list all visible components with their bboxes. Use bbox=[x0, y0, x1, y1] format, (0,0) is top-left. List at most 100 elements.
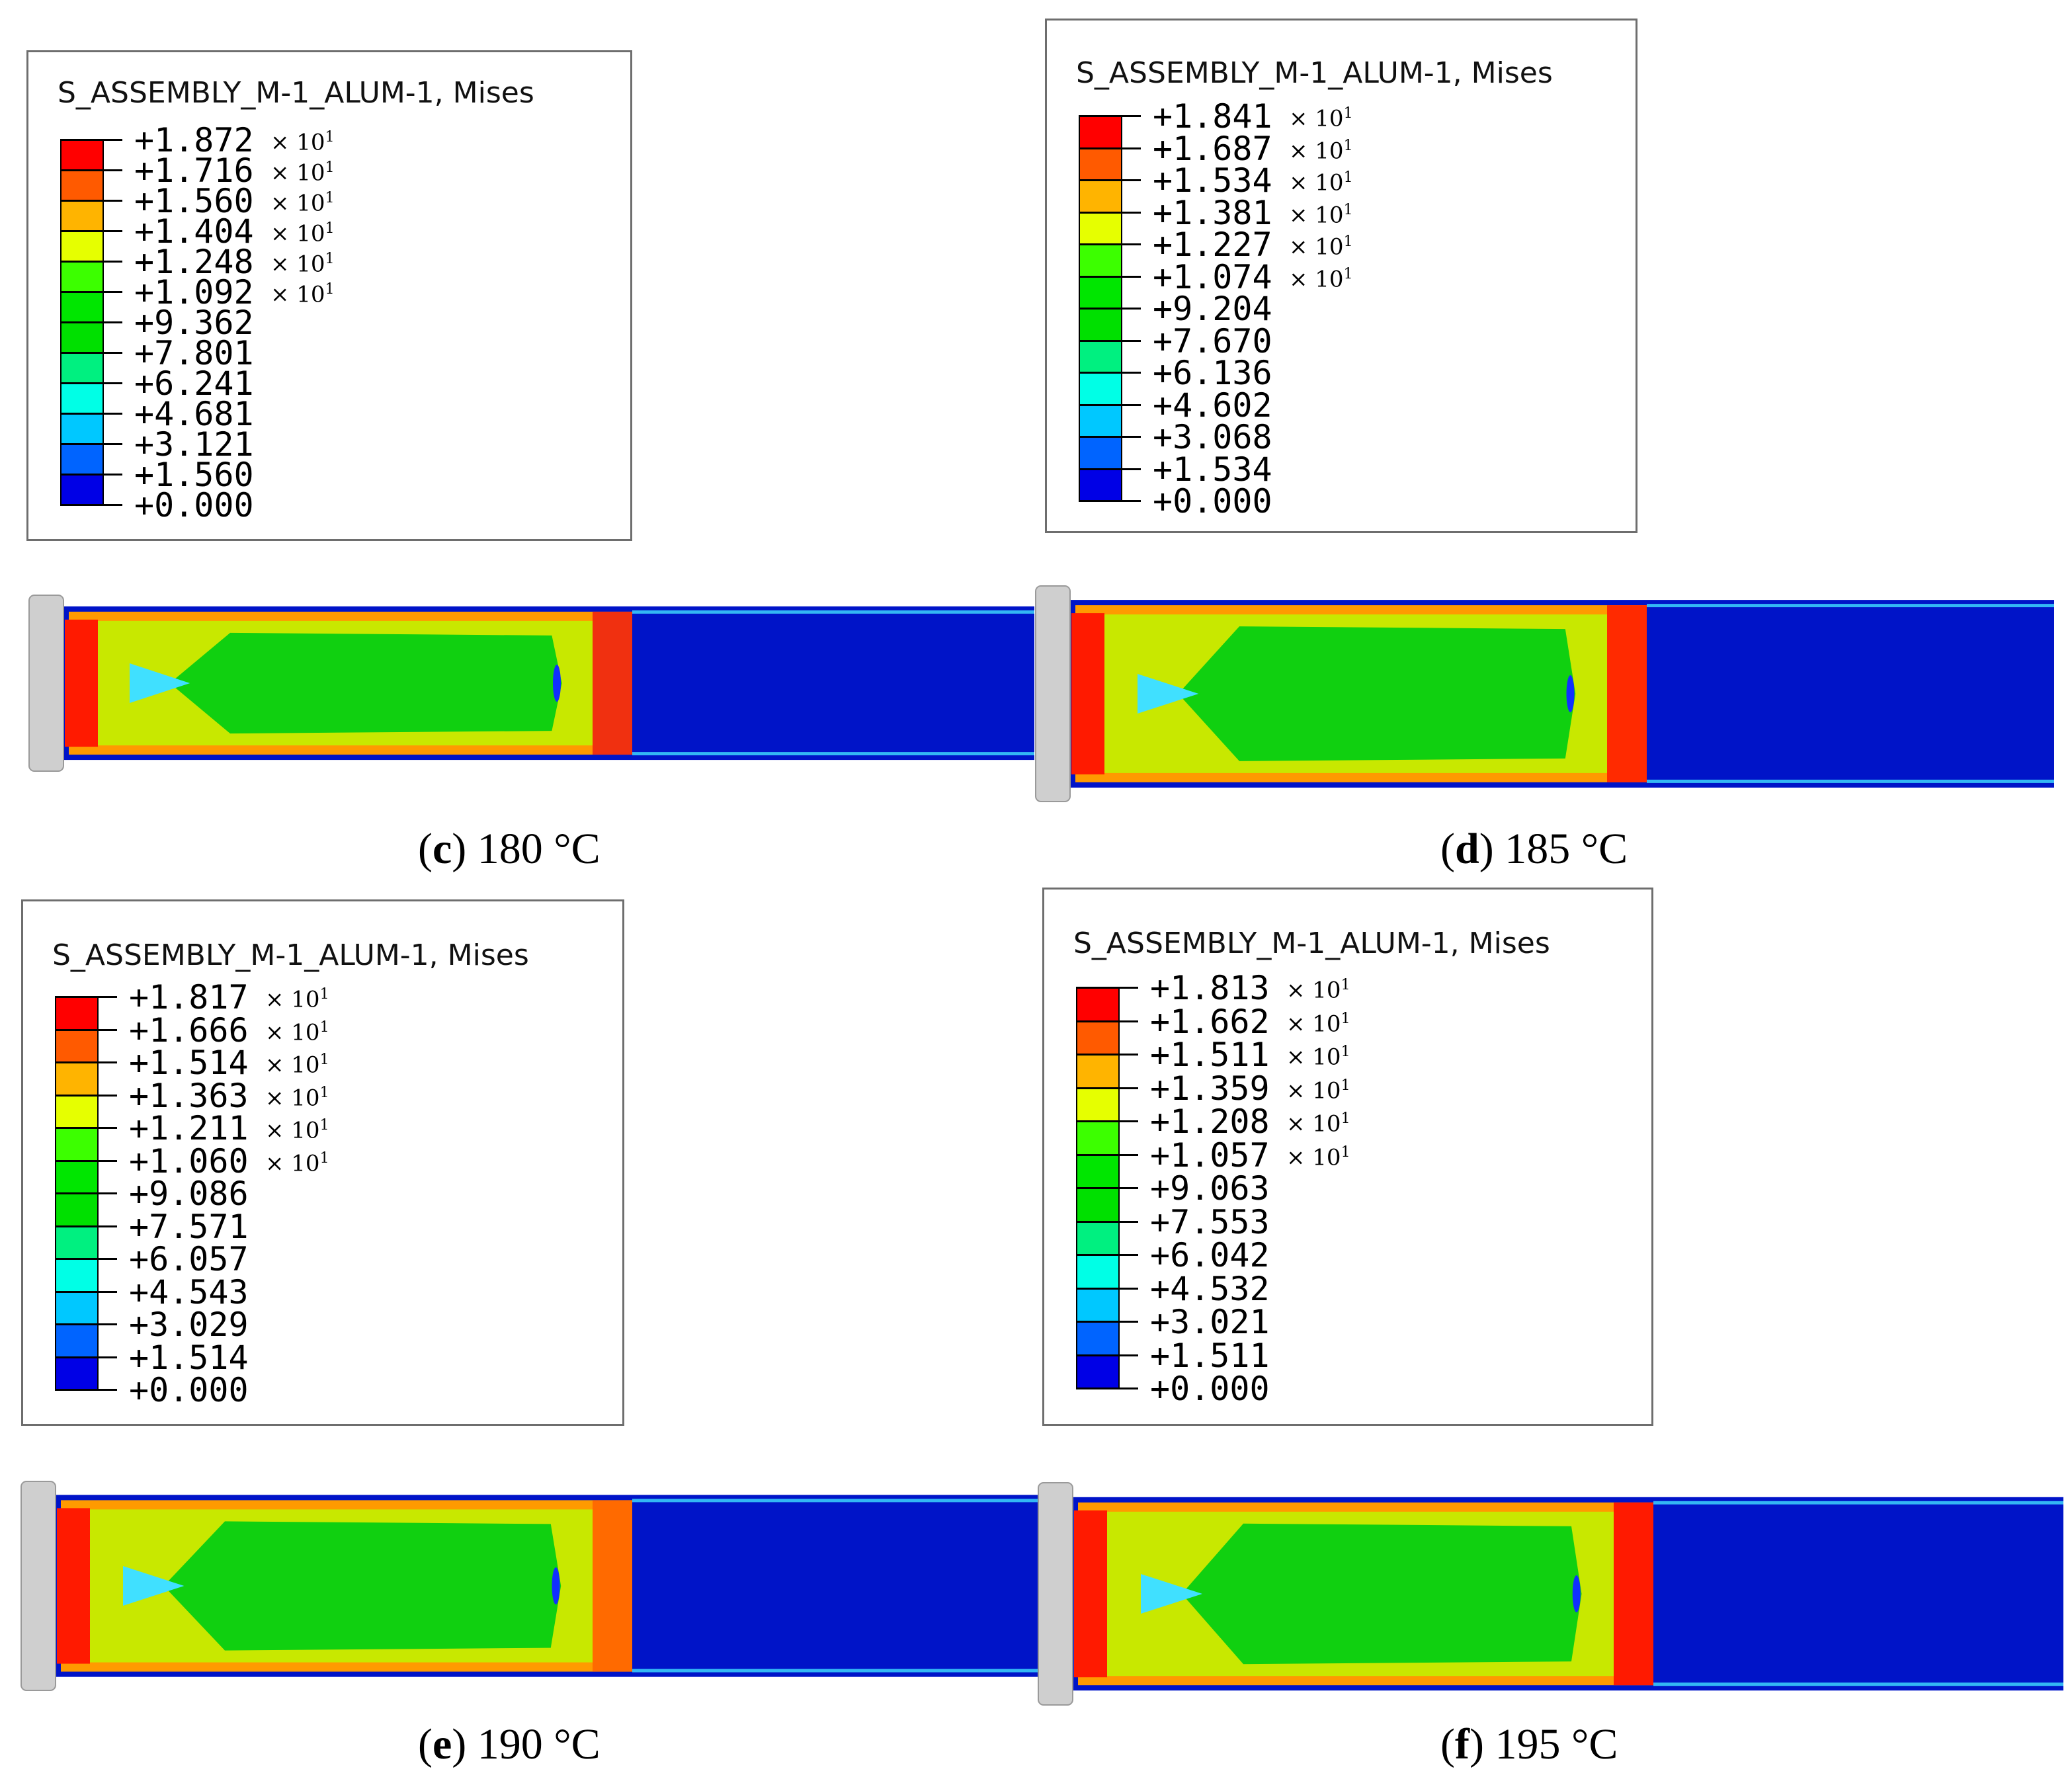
caption-letter: e bbox=[432, 1720, 452, 1768]
level-label: +1.687 bbox=[1153, 129, 1272, 168]
level-label: +7.670 bbox=[1153, 321, 1272, 360]
level-label: +6.136 bbox=[1153, 354, 1272, 392]
surface-streak bbox=[1647, 604, 2054, 608]
legend-title: S_ASSEMBLY_M-1_ALUM-1, Mises bbox=[58, 76, 534, 110]
level-label: +1.514 bbox=[129, 1044, 249, 1082]
color-swatch bbox=[55, 1324, 99, 1358]
level-label: +1.363 bbox=[129, 1076, 249, 1115]
die-hot-zone bbox=[65, 619, 98, 747]
scale-tick bbox=[60, 352, 122, 354]
level-multiplier: × 101 bbox=[1289, 137, 1353, 164]
color-swatch bbox=[60, 140, 104, 171]
color-swatch bbox=[1076, 1188, 1120, 1222]
color-swatch bbox=[1079, 340, 1122, 373]
green-core-zone bbox=[169, 632, 562, 734]
level-label: +1.511 bbox=[1150, 1336, 1270, 1375]
color-swatch bbox=[1076, 1288, 1120, 1322]
die-block bbox=[28, 595, 64, 772]
level-multiplier: × 101 bbox=[270, 159, 335, 186]
legend-title: S_ASSEMBLY_M-1_ALUM-1, Mises bbox=[1073, 927, 1550, 960]
level-label: +7.553 bbox=[1150, 1202, 1270, 1241]
level-multiplier: × 101 bbox=[270, 190, 335, 217]
surface-streak bbox=[1653, 1501, 2063, 1505]
scale-tick bbox=[1079, 115, 1141, 117]
level-multiplier: × 101 bbox=[1289, 233, 1353, 261]
level-label: +1.813 bbox=[1150, 969, 1270, 1007]
color-swatch bbox=[1079, 147, 1122, 181]
level-label: +1.092 bbox=[134, 273, 254, 311]
color-swatch bbox=[60, 170, 104, 201]
level-label: +1.060 bbox=[129, 1141, 249, 1180]
color-swatch bbox=[60, 383, 104, 414]
level-multiplier: × 101 bbox=[1286, 1044, 1350, 1071]
level-label: +0.000 bbox=[1150, 1370, 1270, 1408]
scale-tick bbox=[1079, 372, 1141, 374]
scale-tick bbox=[55, 1192, 117, 1194]
level-label: +4.681 bbox=[134, 395, 254, 433]
green-core-zone bbox=[1182, 1523, 1582, 1665]
green-core-zone bbox=[163, 1521, 561, 1651]
scale-tick bbox=[55, 1225, 117, 1227]
level-multiplier: × 101 bbox=[270, 129, 335, 156]
color-swatch bbox=[60, 413, 104, 444]
level-label: +1.534 bbox=[1153, 161, 1272, 200]
color-swatch bbox=[1076, 1321, 1120, 1356]
caption-text: 185 °C bbox=[1493, 825, 1628, 873]
level-label: +4.602 bbox=[1153, 386, 1272, 425]
color-swatch bbox=[55, 1291, 99, 1325]
color-swatch bbox=[1079, 244, 1122, 277]
panel-caption: (f) 195 °C bbox=[1440, 1720, 1618, 1768]
scale-tick bbox=[1079, 147, 1141, 149]
surface-streak bbox=[632, 610, 1034, 614]
panel-caption: (e) 190 °C bbox=[418, 1720, 601, 1768]
legend-title: S_ASSEMBLY_M-1_ALUM-1, Mises bbox=[52, 938, 529, 972]
scale-tick bbox=[1079, 308, 1141, 310]
level-multiplier: × 101 bbox=[1286, 1110, 1350, 1138]
stress-contour-field bbox=[1035, 585, 2054, 802]
level-multiplier: × 101 bbox=[1289, 105, 1353, 132]
scale-bottom bbox=[1076, 1388, 1120, 1389]
scale-tick bbox=[1079, 436, 1141, 438]
panel-caption: (d) 185 °C bbox=[1440, 825, 1628, 873]
level-label: +7.801 bbox=[134, 334, 254, 372]
color-swatch bbox=[1079, 436, 1122, 470]
level-label: +6.241 bbox=[134, 364, 254, 403]
scale-tick bbox=[60, 413, 122, 415]
cyan-tip bbox=[1141, 1574, 1202, 1614]
scale-tick bbox=[60, 200, 122, 202]
scale-tick bbox=[1076, 1153, 1138, 1156]
ram-mark bbox=[552, 1567, 560, 1604]
color-swatch bbox=[60, 322, 104, 353]
scale-tick bbox=[1076, 1020, 1138, 1022]
level-label: +1.716 bbox=[134, 151, 254, 190]
scale-tick bbox=[60, 443, 122, 445]
level-label: +1.872 bbox=[134, 121, 254, 159]
level-label: +9.204 bbox=[1153, 290, 1272, 328]
color-swatch bbox=[1076, 1255, 1120, 1289]
scale-tick bbox=[1076, 1321, 1138, 1323]
level-multiplier: × 101 bbox=[270, 281, 335, 308]
scale-tick bbox=[55, 1159, 117, 1162]
scale-tick bbox=[1079, 211, 1141, 214]
caption-letter: c bbox=[432, 825, 452, 873]
stress-contour-field bbox=[21, 1481, 1040, 1691]
scale-tick bbox=[60, 291, 122, 293]
legend-box: S_ASSEMBLY_M-1_ALUM-1, Mises +1.872 × 101… bbox=[26, 50, 632, 541]
caption-letter: d bbox=[1454, 825, 1479, 873]
level-multiplier: × 101 bbox=[265, 986, 329, 1013]
scale-tick bbox=[60, 321, 122, 323]
level-multiplier: × 101 bbox=[1286, 1143, 1350, 1171]
ram-mark bbox=[1566, 675, 1575, 712]
color-swatch bbox=[60, 292, 104, 323]
color-swatch bbox=[60, 352, 104, 384]
scale-tick bbox=[55, 1356, 117, 1358]
color-swatch bbox=[1079, 212, 1122, 245]
scale-tick bbox=[1076, 987, 1138, 989]
scale-tick bbox=[1076, 1054, 1138, 1056]
level-label: +0.000 bbox=[134, 486, 254, 524]
level-label: +9.086 bbox=[129, 1175, 249, 1213]
legend-box: S_ASSEMBLY_M-1_ALUM-1, Mises +1.841 × 101… bbox=[1045, 19, 1637, 533]
color-swatch bbox=[1079, 116, 1122, 149]
color-swatch bbox=[55, 1095, 99, 1128]
ram-mark bbox=[1572, 1575, 1581, 1612]
